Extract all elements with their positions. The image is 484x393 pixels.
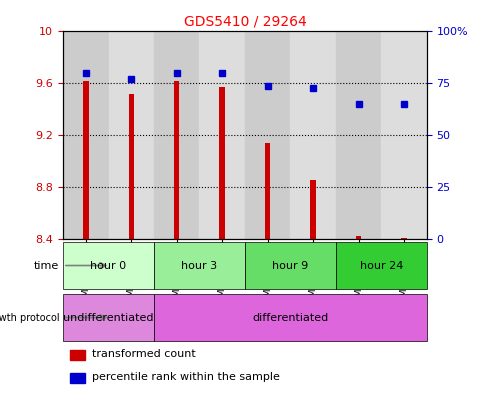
- Text: growth protocol: growth protocol: [0, 312, 59, 323]
- Bar: [264, 143, 270, 239]
- FancyBboxPatch shape: [244, 242, 335, 289]
- Bar: [108, 31, 153, 239]
- FancyBboxPatch shape: [153, 242, 244, 289]
- Bar: [174, 81, 179, 239]
- FancyBboxPatch shape: [335, 242, 426, 289]
- Bar: [63, 31, 108, 239]
- Bar: [310, 180, 315, 239]
- Bar: [83, 81, 88, 239]
- Text: differentiated: differentiated: [252, 312, 328, 323]
- Text: hour 9: hour 9: [272, 261, 308, 270]
- Text: hour 0: hour 0: [91, 261, 126, 270]
- Text: hour 3: hour 3: [181, 261, 217, 270]
- Text: time: time: [34, 261, 59, 270]
- Bar: [70, 373, 85, 383]
- Bar: [290, 31, 335, 239]
- Bar: [355, 235, 361, 239]
- Bar: [70, 350, 85, 360]
- Text: undifferentiated: undifferentiated: [63, 312, 153, 323]
- Bar: [219, 87, 225, 239]
- FancyBboxPatch shape: [153, 294, 426, 341]
- Bar: [335, 31, 380, 239]
- FancyBboxPatch shape: [63, 294, 153, 341]
- FancyBboxPatch shape: [63, 242, 153, 289]
- Bar: [128, 94, 134, 239]
- Text: transformed count: transformed count: [92, 349, 196, 359]
- Text: hour 24: hour 24: [359, 261, 402, 270]
- Bar: [380, 31, 426, 239]
- Bar: [400, 238, 406, 239]
- Text: percentile rank within the sample: percentile rank within the sample: [92, 372, 279, 382]
- Bar: [244, 31, 290, 239]
- Bar: [153, 31, 199, 239]
- Bar: [199, 31, 244, 239]
- Title: GDS5410 / 29264: GDS5410 / 29264: [183, 15, 306, 29]
